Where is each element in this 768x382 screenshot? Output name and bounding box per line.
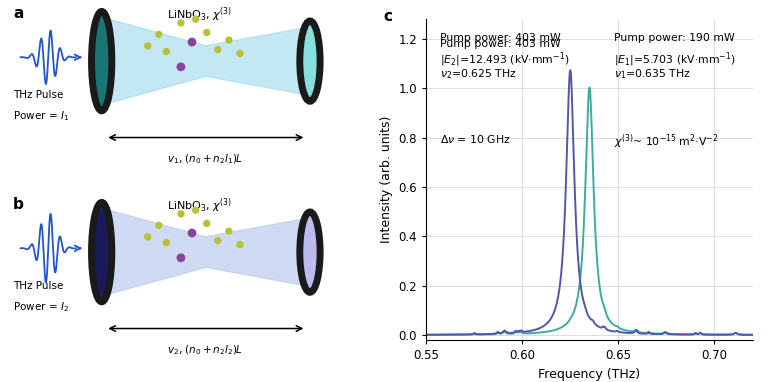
Point (223, 228, 235, 234)
Point (190, 207, 202, 213)
Text: LiNbO$_3$, $\chi^{(3)}$: LiNbO$_3$, $\chi^{(3)}$ (167, 197, 232, 215)
Point (190, 16, 202, 22)
Text: $\nu_1$=0.635 THz: $\nu_1$=0.635 THz (614, 67, 691, 81)
Point (175, 255, 187, 261)
Point (186, 39, 198, 45)
Point (153, 222, 165, 228)
Y-axis label: Intensity (arb. units): Intensity (arb. units) (380, 116, 393, 243)
Point (212, 47, 224, 53)
Text: $|E_1|$=5.703 (kV·mm$^{-1}$): $|E_1|$=5.703 (kV·mm$^{-1}$) (614, 50, 736, 68)
Ellipse shape (94, 207, 109, 297)
Text: c: c (384, 10, 392, 24)
Point (141, 234, 154, 240)
Point (212, 238, 224, 244)
Text: $|E_2|$=12.493 (kV·mm$^{-1}$): $|E_2|$=12.493 (kV·mm$^{-1}$) (439, 50, 569, 68)
Text: b: b (13, 197, 24, 212)
Point (175, 20, 187, 26)
Text: $\chi^{(3)}$~ 10$^{-15}$ m$^2$·V$^{-2}$: $\chi^{(3)}$~ 10$^{-15}$ m$^2$·V$^{-2}$ (614, 133, 718, 151)
Point (175, 211, 187, 217)
Text: THz Pulse: THz Pulse (13, 281, 64, 291)
Text: $v_1$, $(n_0+n_2I_1)L$: $v_1$, $(n_0+n_2I_1)L$ (167, 153, 243, 167)
Text: $\nu_2$=0.625 THz: $\nu_2$=0.625 THz (439, 67, 517, 81)
Point (186, 230, 198, 236)
Point (153, 31, 165, 37)
Point (175, 64, 187, 70)
Point (141, 43, 154, 49)
Text: Pump power: 403 mW: Pump power: 403 mW (439, 33, 561, 43)
Point (233, 50, 246, 57)
Ellipse shape (303, 25, 318, 97)
Point (200, 220, 213, 227)
Text: LiNbO$_3$, $\chi^{(3)}$: LiNbO$_3$, $\chi^{(3)}$ (167, 6, 232, 24)
Text: Pump power: 190 mW: Pump power: 190 mW (614, 33, 735, 43)
Point (200, 29, 213, 36)
Polygon shape (101, 208, 310, 296)
Polygon shape (101, 17, 310, 105)
Ellipse shape (94, 16, 109, 106)
Point (223, 37, 235, 43)
Text: Power = $I_2$: Power = $I_2$ (13, 300, 69, 314)
Text: a: a (13, 6, 24, 21)
Text: $\Delta\nu$ = 10 GHz: $\Delta\nu$ = 10 GHz (439, 133, 511, 145)
Text: THz Pulse: THz Pulse (13, 90, 64, 100)
X-axis label: Frequency (THz): Frequency (THz) (538, 367, 641, 380)
Text: $v_2$, $(n_0+n_2I_2)L$: $v_2$, $(n_0+n_2I_2)L$ (167, 344, 243, 358)
Ellipse shape (303, 216, 318, 288)
Text: Pump power: 403 mW: Pump power: 403 mW (439, 39, 561, 49)
Point (160, 49, 172, 55)
Point (233, 241, 246, 248)
Point (160, 240, 172, 246)
Text: Power = $I_1$: Power = $I_1$ (13, 109, 69, 123)
